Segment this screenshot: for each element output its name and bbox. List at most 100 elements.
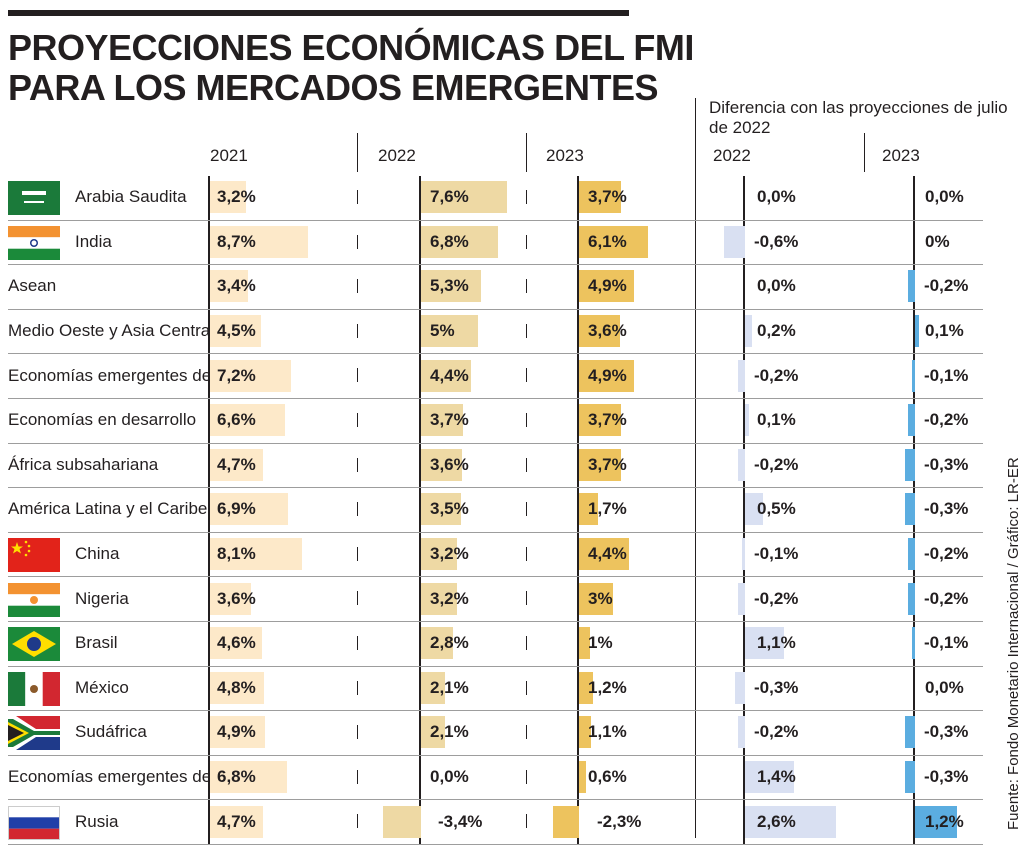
- row-separator: [8, 799, 983, 801]
- bar-diff-2023: [908, 538, 915, 571]
- column-tick: [357, 457, 358, 472]
- value-diff-2022: -0,1%: [754, 544, 799, 564]
- row-separator: [8, 308, 983, 310]
- value-2021: 3,2%: [217, 187, 256, 207]
- column-tick: [526, 190, 527, 204]
- table-row: África subsahariana 4,7% 3,6% 3,7% -0,2% -0,3…: [8, 444, 983, 489]
- zero-axis: [577, 176, 579, 845]
- value-2021: 6,8%: [217, 767, 256, 787]
- india-flag-graphic: [8, 225, 60, 260]
- row-separator: [8, 754, 983, 756]
- bar-2021: [210, 805, 264, 838]
- value-2021: 3,4%: [217, 276, 256, 296]
- value-2023: 4,9%: [588, 365, 627, 385]
- column-tick: [526, 769, 527, 784]
- bar-2022: [421, 270, 481, 303]
- value-diff-2023: -0,3%: [924, 722, 969, 742]
- value-diff-2022: 1,1%: [757, 633, 796, 653]
- bar-2023: [579, 315, 620, 348]
- bar-2023: [579, 225, 648, 258]
- bar-2023: [579, 671, 593, 704]
- column-tick: [526, 279, 527, 294]
- saudi-arabia-flag-graphic: [8, 181, 60, 216]
- value-2021: 4,7%: [217, 811, 256, 831]
- column-tick: [526, 323, 527, 338]
- value-diff-2022: 0,2%: [757, 321, 796, 341]
- india-flag-icon: [8, 225, 60, 260]
- bar-2022: [421, 359, 471, 392]
- table-row: Sudáfrica 4,9% 2,1% 1,1% -0,2% -0,3%: [8, 711, 983, 756]
- value-diff-2022: 0,5%: [757, 499, 796, 519]
- row-separator: [8, 710, 983, 712]
- column-tick: [357, 546, 358, 561]
- column-tick: [357, 234, 358, 249]
- value-diff-2023: 0,0%: [925, 677, 964, 697]
- bar-2021: [210, 761, 287, 794]
- value-diff-2023: -0,3%: [924, 499, 969, 519]
- value-2022: 5%: [430, 321, 455, 341]
- value-2021: 6,9%: [217, 499, 256, 519]
- row-separator: [8, 219, 983, 221]
- bar-2022: [421, 225, 498, 258]
- china-flag-graphic: [8, 538, 60, 573]
- bar-diff-2022: [734, 671, 745, 704]
- value-2023: 3%: [588, 588, 613, 608]
- value-diff-2022: 2,6%: [757, 811, 796, 831]
- chart-title: PROYECCIONES ECONÓMICAS DEL FMI PARA LOS…: [8, 28, 694, 108]
- row-label: Rusia: [75, 811, 119, 831]
- value-2023: 6,1%: [588, 231, 627, 251]
- column-tick: [526, 546, 527, 561]
- column-tick: [357, 769, 358, 784]
- bar-2023: [579, 582, 613, 615]
- value-diff-2023: -0,3%: [924, 454, 969, 474]
- bar-2022: [421, 716, 445, 749]
- value-2023: 4,4%: [588, 544, 627, 564]
- chart-title-line-1: PROYECCIONES ECONÓMICAS DEL FMI: [8, 27, 694, 68]
- row-label: Economías emergentes de Asia: [8, 365, 249, 385]
- bar-diff-2022: [738, 582, 745, 615]
- bar-diff-2023: [915, 805, 957, 838]
- value-2023: 1,1%: [588, 722, 627, 742]
- value-diff-2023: -0,3%: [924, 767, 969, 787]
- value-diff-2022: 0,1%: [757, 410, 796, 430]
- column-header-difference-2023: 2023: [882, 146, 920, 165]
- table-row: Medio Oeste y Asia Central 4,5% 5% 3,6% 0,2%…: [8, 310, 983, 355]
- value-2021: 4,6%: [217, 633, 256, 653]
- bar-diff-2023: [904, 448, 915, 481]
- column-header-difference-2022: 2022: [713, 146, 751, 165]
- table-row: América Latina y el Caribe 6,9% 3,5% 1,7% 0,…: [8, 488, 983, 533]
- column-tick: [357, 636, 358, 650]
- bar-2021: [210, 225, 309, 258]
- value-2022: 3,6%: [430, 454, 469, 474]
- bar-2022: [382, 805, 421, 838]
- column-tick: [526, 725, 527, 740]
- value-diff-2023: 0,0%: [925, 187, 964, 207]
- column-divider: [864, 133, 865, 172]
- table-row: China 8,1% 3,2% 4,4% -0,1% -0,2%: [8, 533, 983, 578]
- value-diff-2023: -0,2%: [924, 410, 969, 430]
- column-header-growth-2021: 2021: [210, 146, 248, 165]
- bar-2023: [579, 270, 635, 303]
- bar-diff-2023: [908, 270, 915, 303]
- column-tick: [526, 502, 527, 517]
- column-tick: [526, 234, 527, 249]
- bar-diff-2022: [745, 805, 836, 838]
- bar-2023: [579, 359, 635, 392]
- value-2022: -3,4%: [438, 811, 483, 831]
- column-header-growth-2023: 2023: [546, 146, 584, 165]
- value-2022: 3,2%: [430, 544, 469, 564]
- value-2021: 7,2%: [217, 365, 256, 385]
- value-2022: 0,0%: [430, 767, 469, 787]
- south-africa-flag-icon: [8, 716, 60, 751]
- bar-diff-2022: [741, 538, 745, 571]
- column-tick: [526, 591, 527, 606]
- value-2022: 7,6%: [430, 187, 469, 207]
- bar-2022: [421, 448, 462, 481]
- bar-diff-2022: [738, 448, 745, 481]
- bar-diff-2023: [911, 627, 915, 660]
- bar-2021: [210, 181, 247, 214]
- value-diff-2023: 1,2%: [925, 811, 964, 831]
- value-2022: 3,7%: [430, 410, 469, 430]
- bar-2023: [579, 716, 592, 749]
